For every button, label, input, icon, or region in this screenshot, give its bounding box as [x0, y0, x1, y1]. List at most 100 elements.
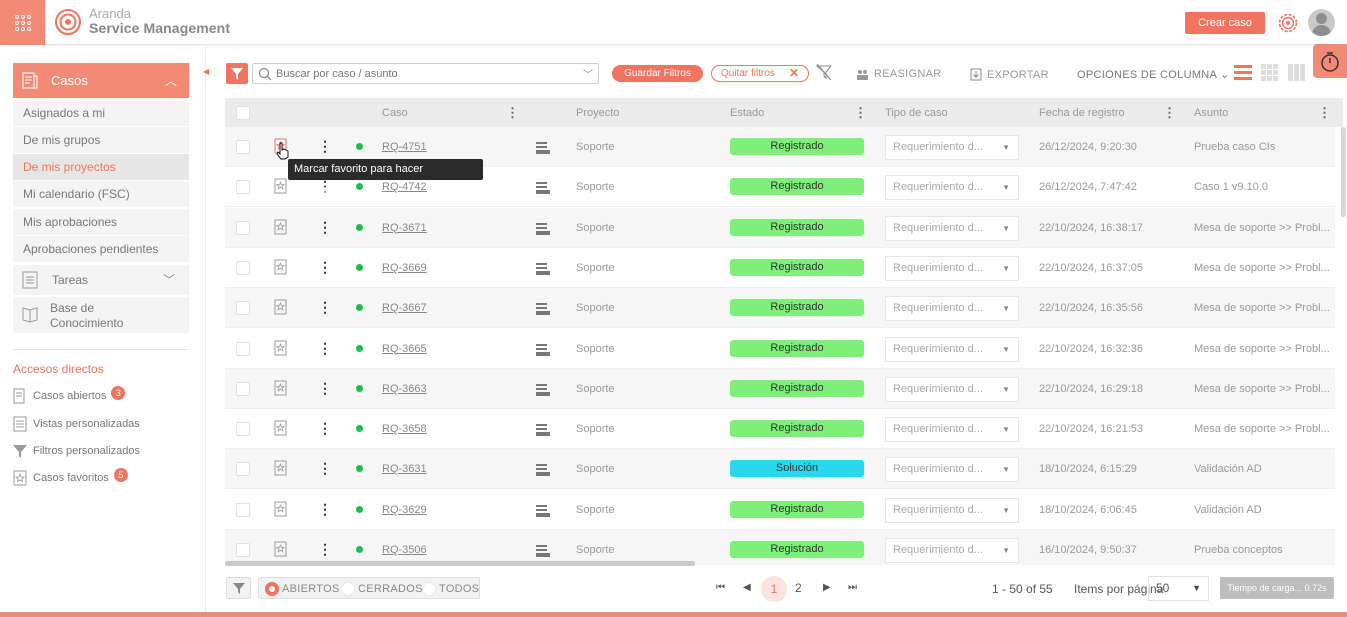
guardar-filtros-button[interactable]: Guardar Filtros [612, 65, 703, 82]
sidebar-item-aprobaciones[interactable]: Mis aprobaciones [13, 209, 189, 236]
case-link[interactable]: RQ-3658 [382, 423, 427, 436]
favorite-star-icon[interactable] [274, 340, 288, 356]
sidebar-base-conocimiento[interactable]: Base de Conocimiento [13, 297, 189, 333]
row-actions-icon[interactable]: ⋮ [318, 258, 332, 275]
case-type-select[interactable]: Requerimiento d... ▼ [885, 376, 1019, 402]
case-link[interactable]: RQ-3631 [382, 463, 427, 476]
apps-menu-button[interactable] [0, 0, 45, 45]
case-type-select[interactable]: Requerimiento d... ▼ [885, 255, 1019, 281]
case-link[interactable]: RQ-3669 [382, 261, 427, 274]
side-panel-tab[interactable] [1313, 44, 1347, 78]
favorite-star-icon[interactable] [274, 178, 288, 194]
case-type-select[interactable]: Requerimiento d... ▼ [885, 457, 1019, 483]
favorite-star-icon[interactable] [274, 299, 288, 315]
row-checkbox[interactable] [236, 543, 250, 557]
header-asunto[interactable]: Asunto [1194, 107, 1229, 119]
favorite-star-icon[interactable] [274, 219, 288, 235]
filter-toggle-button[interactable] [226, 63, 248, 84]
row-actions-icon[interactable]: ⋮ [318, 299, 332, 316]
table-row[interactable]: ⋮ RQ-3665 Soporte Registrado Requerimiento d… [225, 329, 1335, 369]
row-checkbox[interactable] [236, 180, 250, 195]
radio-todos[interactable] [422, 582, 436, 596]
favorite-star-icon[interactable] [274, 501, 288, 517]
footer-filter-button[interactable] [226, 577, 251, 599]
column-view-icon[interactable] [1288, 64, 1306, 81]
items-per-page-select[interactable]: 50 ▼ [1148, 576, 1209, 601]
details-icon[interactable] [536, 222, 550, 235]
table-row[interactable]: ⋮ RQ-3631 Soporte Solución Requerimiento d..… [225, 449, 1335, 490]
list-view-icon[interactable] [1234, 64, 1252, 81]
sidebar-casos-header[interactable]: Casos ︿ [13, 63, 189, 98]
table-row[interactable]: ⋮ RQ-3629 Soporte Registrado Requerimiento d… [225, 490, 1335, 530]
row-checkbox[interactable] [236, 301, 250, 316]
case-type-select[interactable]: Requerimiento d... ▼ [885, 135, 1019, 160]
header-estado[interactable]: Estado [730, 107, 765, 119]
page-2[interactable]: 2 [795, 581, 802, 595]
header-fecha[interactable]: Fecha de registro [1039, 107, 1125, 119]
header-asunto-menu-icon[interactable]: ⋮ [1318, 105, 1331, 120]
case-link[interactable]: RQ-3667 [382, 302, 427, 315]
row-actions-icon[interactable]: ⋮ [318, 379, 332, 396]
row-checkbox[interactable] [236, 381, 250, 396]
search-box[interactable]: ﹀ [252, 63, 599, 84]
row-actions-icon[interactable]: ⋮ [318, 218, 332, 235]
clear-filter-icon[interactable] [815, 63, 833, 81]
row-actions-icon[interactable]: ⋮ [318, 500, 332, 517]
row-checkbox[interactable] [236, 140, 250, 154]
row-actions-icon[interactable]: ⋮ [318, 420, 332, 437]
first-page-icon[interactable]: ⏮ [716, 582, 725, 593]
acceso-vistas-personalizadas[interactable]: Vistas personalizadas [12, 416, 140, 432]
sidebar-item-aprobaciones-pendientes[interactable]: Aprobaciones pendientes [13, 236, 189, 263]
header-caso[interactable]: Caso [382, 107, 408, 119]
header-tipo[interactable]: Tipo de caso [885, 107, 948, 119]
row-checkbox[interactable] [236, 220, 250, 235]
radio-abiertos[interactable] [265, 582, 279, 596]
case-type-select[interactable]: Requerimiento d... ▼ [885, 336, 1019, 362]
row-checkbox[interactable] [236, 341, 250, 356]
last-page-icon[interactable]: ⏭ [848, 582, 857, 593]
user-avatar[interactable] [1308, 9, 1335, 36]
acceso-casos-favoritos[interactable]: Casos favoritos 5 [12, 468, 128, 486]
table-row[interactable]: ⋮ RQ-3506 Soporte Registrado Requerimiento d… [225, 530, 1335, 565]
case-link[interactable]: RQ-3663 [382, 382, 427, 395]
header-proyecto[interactable]: Proyecto [576, 107, 620, 119]
row-checkbox[interactable] [236, 260, 250, 275]
grid-view-icon[interactable] [1261, 64, 1279, 81]
table-row[interactable]: ⋮ RQ-3658 Soporte Registrado Requerimiento d… [225, 409, 1335, 450]
case-link[interactable]: RQ-3671 [382, 221, 427, 234]
page-1[interactable]: 1 [761, 576, 787, 602]
details-icon[interactable] [536, 383, 550, 396]
case-type-select[interactable]: Requerimiento d... ▼ [885, 296, 1019, 322]
favorite-star-icon[interactable] [274, 259, 288, 275]
table-row[interactable]: ⋮ RQ-3671 Soporte Registrado Requerimiento d… [225, 207, 1335, 248]
case-type-select[interactable]: Requerimiento d... ▼ [885, 538, 1019, 563]
table-row[interactable]: ⋮ RQ-3667 Soporte Registrado Requerimiento d… [225, 288, 1335, 329]
details-icon[interactable] [536, 504, 550, 517]
row-checkbox[interactable] [236, 502, 250, 517]
collapse-sidebar-icon[interactable]: ◀ [203, 67, 210, 76]
prev-page-icon[interactable]: ◀ [743, 582, 751, 593]
details-icon[interactable] [536, 424, 550, 437]
case-type-select[interactable]: Requerimiento d... ▼ [885, 215, 1019, 241]
acceso-filtros-personalizados[interactable]: Filtros personalizados [12, 443, 140, 459]
sidebar-item-asignados[interactable]: Asignados a mi [13, 100, 189, 127]
row-actions-icon[interactable]: ⋮ [318, 138, 332, 154]
row-checkbox[interactable] [236, 422, 250, 437]
details-icon[interactable] [536, 142, 550, 154]
sidebar-item-calendario[interactable]: Mi calendario (FSC) [13, 181, 189, 208]
favorite-star-icon[interactable] [274, 420, 288, 436]
case-link[interactable]: RQ-4742 [382, 181, 427, 194]
row-actions-icon[interactable]: ⋮ [318, 460, 332, 477]
details-icon[interactable] [536, 303, 550, 316]
favorite-star-icon[interactable] [274, 541, 288, 557]
row-actions-icon[interactable]: ⋮ [318, 178, 332, 195]
row-checkbox[interactable] [236, 462, 250, 477]
todos-option[interactable]: TODOS [422, 582, 479, 596]
vertical-scrollbar[interactable] [1341, 127, 1346, 217]
acceso-casos-abiertos[interactable]: Casos abiertos 3 [12, 386, 126, 404]
cerrados-option[interactable]: CERRADOS [341, 582, 423, 596]
row-actions-icon[interactable]: ⋮ [318, 339, 332, 356]
case-type-select[interactable]: Requerimiento d... ▼ [885, 417, 1019, 443]
radio-cerrados[interactable] [341, 582, 355, 596]
next-page-icon[interactable]: ▶ [823, 582, 831, 593]
